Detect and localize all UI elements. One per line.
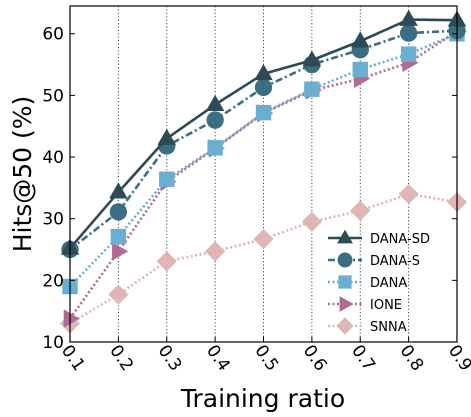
data-point (205, 94, 225, 111)
legend-item: DANA (328, 275, 407, 291)
y-tick-label: 20 (42, 271, 64, 291)
data-point (399, 24, 418, 42)
data-point (339, 296, 354, 312)
data-point (351, 31, 370, 48)
series-line (69, 29, 458, 251)
x-tick-label: 0.9 (444, 341, 471, 375)
y-tick-label: 50 (42, 86, 64, 106)
series-snna (59, 183, 468, 334)
data-point (302, 50, 322, 67)
data-point (350, 200, 371, 221)
legend-label: SNNA (370, 320, 407, 335)
data-point (400, 46, 417, 62)
data-point (109, 203, 128, 221)
data-point (110, 228, 127, 245)
legend-label: IONE (370, 298, 402, 313)
y-tick-label: 60 (42, 25, 64, 45)
data-point (304, 81, 320, 97)
series-line (68, 30, 458, 320)
data-point (398, 183, 419, 205)
data-point (338, 275, 352, 289)
data-point (63, 309, 80, 328)
legend-item: SNNA (328, 317, 407, 335)
series-layer (59, 9, 468, 334)
x-axis-label: Training ratio (180, 384, 345, 413)
data-point (157, 128, 176, 145)
data-point (205, 241, 226, 262)
data-point (109, 182, 128, 199)
data-point (159, 171, 175, 187)
y-tick-label: 10 (42, 333, 64, 353)
data-point (399, 9, 418, 26)
data-point (108, 284, 129, 305)
legend-item: IONE (328, 296, 402, 313)
x-tick-label: 0.3 (154, 341, 186, 375)
legend-label: DANA (370, 276, 407, 291)
data-point (336, 317, 354, 335)
series-dana-sd (60, 9, 467, 255)
data-point (352, 61, 368, 78)
x-tick-label: 0.4 (202, 341, 234, 375)
data-point (337, 229, 353, 244)
x-tick-label: 0.8 (396, 341, 428, 375)
data-point (337, 252, 353, 268)
data-point (253, 228, 274, 250)
data-point (254, 78, 273, 97)
x-tick-label: 0.6 (299, 341, 331, 375)
grid (69, 6, 458, 342)
legend: DANA-SD DANA-S DANA IONE SNNA (328, 229, 430, 335)
y-axis-label: Hits@50 (%) (8, 96, 37, 253)
data-point (301, 211, 322, 232)
x-tick-label: 0.7 (347, 341, 379, 375)
data-point (254, 64, 273, 81)
legend-label: DANA-SD (370, 232, 430, 247)
y-tick-label: 40 (42, 148, 64, 168)
legend-item: DANA-S (328, 252, 420, 269)
legend-label: DANA-S (370, 254, 420, 269)
x-tick-label: 0.5 (250, 341, 282, 375)
data-point (255, 104, 272, 121)
x-tick-label: 0.2 (105, 341, 137, 375)
data-point (207, 140, 223, 156)
data-point (112, 242, 129, 261)
legend-item: DANA-SD (328, 229, 430, 247)
y-tick-label: 30 (42, 210, 64, 230)
data-point (206, 111, 224, 129)
data-point (156, 251, 177, 272)
